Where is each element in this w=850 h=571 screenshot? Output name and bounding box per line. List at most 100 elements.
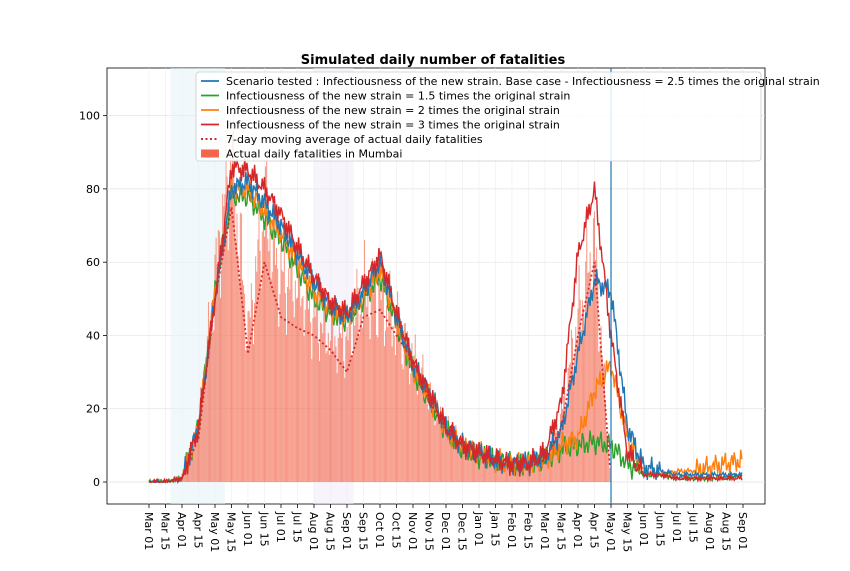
- actual-bar: [344, 378, 345, 482]
- x-tick-label: Jul 15: [291, 511, 304, 543]
- actual-bar: [311, 359, 312, 482]
- x-tick-label: Mar 01: [142, 512, 155, 550]
- x-tick-label: Sep 01: [736, 512, 749, 550]
- actual-bar: [205, 375, 206, 482]
- actual-bar: [590, 252, 591, 482]
- actual-bar: [425, 399, 426, 482]
- legend-label-s3: Infectiousness of the new strain = 3 tim…: [226, 119, 560, 132]
- actual-bar: [340, 333, 341, 482]
- actual-bar: [293, 301, 294, 482]
- y-tick-label: 20: [86, 403, 100, 416]
- actual-bar: [605, 401, 606, 482]
- actual-bar: [374, 283, 375, 482]
- actual-bar: [300, 306, 301, 482]
- actual-bar: [399, 338, 400, 482]
- x-tick-label: Jun 15: [654, 511, 667, 547]
- x-tick-label: Apr 15: [192, 512, 205, 549]
- x-tick-label: May 15: [621, 512, 634, 552]
- actual-bar: [288, 268, 289, 482]
- actual-bar: [592, 300, 593, 482]
- x-tick-label: Apr 01: [175, 512, 188, 549]
- actual-bar: [381, 300, 382, 482]
- actual-bar: [315, 317, 316, 482]
- actual-bar: [410, 373, 411, 482]
- x-tick-label: Oct 15: [390, 512, 403, 549]
- legend-label-base: Scenario tested : Infectiousness of the …: [226, 75, 820, 88]
- actual-bar: [422, 355, 423, 482]
- actual-bar: [331, 297, 332, 482]
- actual-bar: [235, 241, 236, 482]
- actual-bar: [337, 373, 338, 482]
- actual-bar: [329, 355, 330, 482]
- actual-bar: [251, 283, 252, 482]
- actual-bar: [259, 194, 260, 482]
- actual-bar: [403, 369, 404, 482]
- actual-bar: [308, 309, 309, 482]
- actual-bar: [609, 468, 610, 482]
- actual-bar: [230, 157, 231, 482]
- actual-bar: [294, 317, 295, 482]
- actual-bar: [283, 272, 284, 482]
- actual-bar: [396, 313, 397, 482]
- actual-bar: [571, 330, 572, 482]
- actual-bar: [398, 331, 399, 482]
- x-tick-label: May 01: [604, 512, 617, 552]
- actual-bar: [301, 298, 302, 482]
- actual-bar: [206, 381, 207, 482]
- actual-bar: [228, 250, 229, 482]
- actual-bar: [243, 285, 244, 482]
- actual-bar: [376, 335, 377, 482]
- actual-bar: [393, 326, 394, 482]
- x-tick-label: Mar 15: [159, 512, 172, 550]
- legend: Scenario tested : Infectiousness of the …: [196, 72, 820, 161]
- actual-bar: [312, 318, 313, 482]
- actual-bar: [248, 311, 249, 482]
- actual-bar: [268, 251, 269, 482]
- actual-bar: [384, 346, 385, 482]
- actual-bar: [392, 347, 393, 482]
- actual-bar: [210, 327, 211, 482]
- actual-bar: [371, 281, 372, 482]
- y-tick-label: 80: [86, 183, 100, 196]
- actual-bar: [303, 296, 304, 482]
- actual-bar: [277, 269, 278, 482]
- actual-bar: [359, 335, 360, 482]
- actual-bar: [554, 430, 555, 482]
- actual-bar: [600, 346, 601, 482]
- x-tick-label: Nov 01: [406, 512, 419, 551]
- legend-label-s15: Infectiousness of the new strain = 1.5 t…: [226, 90, 570, 103]
- legend-label-s2: Infectiousness of the new strain = 2 tim…: [226, 104, 560, 117]
- x-tick-label: Jun 01: [241, 511, 254, 547]
- actual-bar: [307, 284, 308, 482]
- actual-bar: [286, 335, 287, 482]
- actual-bar: [377, 337, 378, 482]
- actual-bar: [391, 310, 392, 482]
- actual-bar: [347, 327, 348, 482]
- actual-bar: [330, 341, 331, 482]
- actual-bar: [400, 329, 401, 482]
- actual-bar: [402, 364, 403, 482]
- actual-bar: [264, 237, 265, 482]
- x-tick-label: Sep 15: [357, 512, 370, 550]
- actual-bar: [365, 281, 366, 482]
- actual-bar: [336, 347, 337, 482]
- actual-bar: [436, 420, 437, 482]
- x-tick-label: Oct 01: [373, 512, 386, 549]
- x-tick-label: Apr 01: [571, 512, 584, 549]
- actual-bar: [388, 307, 389, 482]
- actual-bar: [279, 294, 280, 482]
- actual-bar: [305, 310, 306, 482]
- actual-bar: [369, 317, 370, 482]
- actual-bar: [581, 330, 582, 482]
- x-tick-label: Apr 15: [588, 512, 601, 549]
- actual-bar: [261, 288, 262, 482]
- actual-bar: [321, 324, 322, 482]
- actual-bar: [289, 289, 290, 482]
- actual-bar: [601, 326, 602, 482]
- x-tick-label: Aug 01: [307, 512, 320, 551]
- actual-bar: [385, 331, 386, 482]
- actual-bar: [415, 334, 416, 482]
- actual-bar: [334, 336, 335, 482]
- actual-bar: [386, 305, 387, 482]
